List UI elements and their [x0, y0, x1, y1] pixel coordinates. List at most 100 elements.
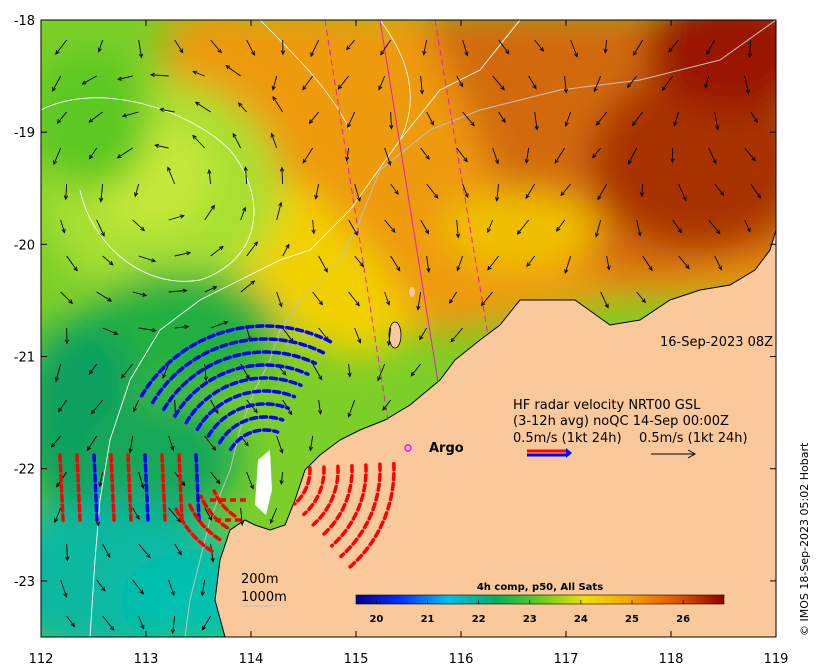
radar-vector: [348, 461, 396, 569]
velocity-arrow: [50, 435, 62, 448]
velocity-arrow: [390, 255, 401, 272]
radar-vector: [186, 499, 222, 542]
velocity-arrow: [132, 219, 146, 232]
velocity-arrow: [668, 39, 680, 53]
velocity-arrow: [302, 147, 314, 164]
velocity-arrow: [462, 183, 469, 199]
velocity-arrow: [678, 255, 690, 270]
radar-vector: [329, 463, 368, 548]
velocity-arrow: [422, 39, 428, 56]
velocity-arrow: [487, 219, 494, 234]
velocity-arrow: [636, 219, 642, 237]
velocity-arrow: [88, 147, 98, 160]
credit-text: © IMOS 18-Sep-2023 05:02 Hobart: [798, 442, 811, 636]
radar-vector: [162, 350, 318, 411]
velocity-arrow: [560, 183, 572, 197]
radar-vector: [217, 415, 285, 445]
velocity-arrow: [63, 183, 69, 201]
velocity-arrow: [456, 147, 468, 163]
velocity-arrow: [168, 579, 175, 596]
colorbar-tick-label: 26: [676, 614, 690, 625]
velocity-arrow: [308, 111, 320, 125]
velocity-arrow: [704, 75, 710, 89]
velocity-arrow: [279, 471, 284, 486]
velocity-arrow: [426, 255, 431, 273]
y-tick-label: -22: [14, 463, 35, 478]
colorbar-tick-label: 25: [625, 614, 639, 625]
velocity-arrow: [498, 39, 510, 55]
velocity-arrow: [96, 291, 113, 302]
velocity-arrow: [269, 507, 278, 525]
y-tick-label: -23: [14, 575, 35, 590]
radar-vector: [228, 428, 280, 452]
velocity-arrow: [600, 291, 609, 309]
velocity-arrow: [591, 147, 602, 159]
velocity-arrow: [174, 251, 192, 257]
velocity-arrow: [382, 399, 392, 411]
velocity-arrow: [416, 291, 422, 311]
velocity-arrow: [174, 324, 190, 330]
velocity-arrow: [170, 615, 176, 635]
velocity-arrow: [210, 471, 221, 485]
velocity-arrow: [744, 75, 750, 95]
velocity-arrow: [132, 507, 140, 520]
velocity-arrow: [154, 143, 169, 149]
radar-vector: [160, 453, 167, 522]
velocity-arrow: [192, 70, 205, 77]
radar-vector: [75, 453, 82, 522]
isobath-1000m: [89, 20, 521, 637]
velocity-arrow: [554, 147, 566, 164]
velocity-arrow: [639, 183, 645, 198]
velocity-arrow: [426, 183, 439, 199]
isobath-200m: [184, 20, 776, 637]
velocity-arrow: [54, 363, 62, 383]
radar-vector: [292, 466, 312, 506]
velocity-arrow: [102, 255, 114, 266]
velocity-arrow: [626, 75, 638, 89]
velocity-arrow: [60, 219, 66, 234]
velocity-arrow: [52, 75, 62, 92]
velocity-arrow: [204, 204, 215, 221]
x-tick-label: 119: [764, 652, 789, 667]
velocity-arrow: [279, 166, 285, 185]
radar-legend-line3-right: 0.5m/s (1kt 24h): [639, 431, 748, 446]
velocity-arrow: [714, 255, 722, 271]
velocity-arrow: [714, 111, 720, 131]
timestamp-label: 16-Sep-2023 08Z: [660, 335, 773, 350]
velocity-arrow: [377, 363, 386, 382]
velocity-arrow: [492, 75, 505, 91]
radar-vector: [199, 494, 229, 530]
x-axis: 112 113 114 115 116 117 118 119: [29, 20, 789, 667]
velocity-arrow: [65, 543, 70, 562]
velocity-arrow: [378, 75, 386, 91]
velocity-arrow: [556, 219, 566, 232]
isobath-1000m-label: 1000m: [241, 590, 287, 605]
velocity-arrow: [276, 435, 284, 454]
velocity-arrow: [128, 435, 134, 454]
velocity-arrow: [631, 111, 644, 127]
velocity-arrow: [132, 399, 140, 413]
radar-vector: [339, 462, 382, 559]
x-tick-label: 113: [134, 652, 159, 667]
velocity-arrow: [386, 327, 392, 347]
velocity-arrow: [192, 134, 205, 149]
velocity-arrow: [167, 166, 176, 185]
velocity-arrow: [237, 102, 248, 113]
velocity-arrow: [232, 132, 242, 149]
colorbar-tick-label: 22: [472, 614, 486, 625]
velocity-arrow: [563, 75, 569, 94]
velocity-arrow: [456, 255, 464, 272]
radar-vector: [126, 453, 133, 522]
isobath-200m-label: 200m: [241, 572, 278, 587]
y-tick-label: -21: [14, 351, 35, 366]
velocity-arrow: [747, 39, 752, 59]
velocity-arrow: [384, 147, 392, 166]
radar-legend-line1: HF radar velocity NRT00 GSL: [513, 398, 701, 413]
velocity-arrow: [225, 65, 241, 77]
velocity-arrow: [706, 39, 716, 56]
velocity-arrow: [597, 183, 608, 201]
velocity-arrow: [449, 291, 458, 304]
velocity-arrow: [347, 111, 356, 129]
velocity-arrow: [348, 219, 358, 236]
